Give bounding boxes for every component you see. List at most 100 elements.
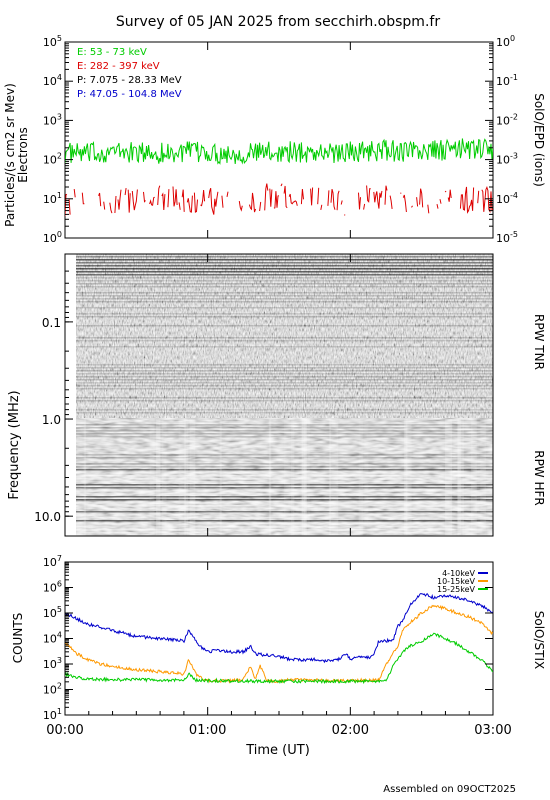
stix-legend-label: 4-10keV (442, 569, 475, 578)
rpw-band-line (76, 271, 493, 273)
stix-legend-label: 10-15keV (437, 577, 476, 586)
rpw-streak (184, 419, 189, 536)
rpw-band-line (76, 289, 493, 291)
rpw-band-line (76, 430, 493, 432)
stix-series-line (65, 592, 493, 664)
rpw-streak (445, 419, 453, 536)
stix-plot-frame (64, 561, 494, 716)
rpw-band-line (76, 286, 493, 288)
epd-legend-item: E: 282 - 397 keV (77, 61, 160, 72)
epd-legend-item: E: 53 - 73 keV (77, 47, 147, 58)
rpw-band-line (76, 472, 493, 474)
stix-x-tick-label: 01:00 (189, 723, 226, 738)
rpw-band-line (76, 481, 493, 483)
rpw-streak (189, 419, 196, 536)
rpw-band-line (76, 325, 493, 327)
rpw-band-line (76, 385, 493, 387)
rpw-band-line (76, 433, 493, 435)
rpw-band-line (76, 280, 493, 282)
rpw-plot-frame (64, 253, 494, 537)
rpw-band-line (76, 454, 493, 456)
rpw-streak (457, 419, 464, 536)
rpw-y-tick-label: 0.1 (42, 316, 61, 330)
rpw-band-line (76, 352, 493, 354)
epd-ticks: 100 101 102 103 104 105 10-5 10-4 10-3 10-2 10-1 10… (43, 34, 518, 245)
rpw-streak (303, 419, 310, 536)
rpw-band-line (76, 274, 493, 276)
stix-y-tick-label: 101 (43, 707, 62, 722)
rpw-band-line (76, 421, 493, 423)
epd-y-tick-label: 104 (43, 73, 62, 88)
rpw-band-line (76, 259, 493, 261)
rpw-band-line (76, 361, 493, 363)
stix-x-tick-label: 03:00 (474, 723, 511, 738)
rpw-band-line (76, 391, 493, 393)
rpw-streak (149, 419, 155, 536)
rpw-band-line (76, 466, 493, 468)
rpw-band-line (76, 370, 493, 372)
rpw-streak (284, 419, 290, 536)
rpw-band-line (76, 424, 493, 426)
stix-series-group (65, 592, 493, 685)
page-title: Survey of 05 JAN 2025 from secchirh.obsp… (116, 14, 440, 30)
stix-y-tick-label: 102 (43, 682, 62, 697)
stix-y-tick-label: 107 (43, 554, 62, 569)
rpw-streak (406, 419, 410, 536)
rpw-streak (300, 419, 306, 536)
rpw-band-line (76, 322, 493, 324)
epd-y-tick-label: 100 (43, 230, 62, 245)
epd-right-tick-label: 10-1 (496, 73, 518, 88)
rpw-band-line (76, 388, 493, 390)
rpw-y-tick-label: 1.0 (42, 413, 61, 427)
rpw-band-line (76, 268, 493, 270)
rpw-band-line (76, 436, 493, 438)
rpw-band-line (76, 340, 493, 342)
rpw-streak (290, 419, 295, 536)
rpw-band-line (76, 487, 493, 489)
rpw-band-line (76, 397, 493, 399)
epd-y-tick-label: 105 (43, 34, 62, 49)
rpw-band-line (76, 493, 493, 495)
rpw-band-line (76, 532, 493, 534)
epd-panel: 100 101 102 103 104 105 10-5 10-4 10-3 10-2 10-1 10… (3, 34, 546, 245)
epd-right-tick-label: 10-5 (496, 230, 518, 245)
epd-legend: E: 53 - 73 keV E: 282 - 397 keV P: 7.075 -… (77, 47, 182, 100)
stix-ticks: 101 102 103 104 105 106 107 00:00 01:00 02:00 03:0… (43, 554, 512, 738)
rpw-band-line (76, 265, 493, 267)
epd-y-tick-label: 102 (43, 152, 62, 167)
rpw-streak (405, 419, 412, 536)
rpw-band-line (76, 460, 493, 462)
rpw-band-line (76, 520, 493, 522)
epd-series-group (65, 138, 493, 217)
rpw-band-line (76, 427, 493, 429)
epd-y-axis-sublabel: Electrons (16, 127, 30, 182)
rpw-band-line (76, 256, 493, 258)
epd-legend-item: P: 47.05 - 104.8 MeV (77, 89, 182, 100)
rpw-band-line (76, 307, 493, 309)
rpw-band-line (76, 394, 493, 396)
rpw-band-line (76, 337, 493, 339)
rpw-band-line (76, 505, 493, 507)
rpw-band-line (76, 529, 493, 531)
rpw-band-line (76, 310, 493, 312)
stix-y-axis-label: COUNTS (11, 613, 25, 664)
epd-legend-item: P: 7.075 - 28.33 MeV (77, 75, 182, 86)
rpw-band-line (76, 364, 493, 366)
rpw-band-line (76, 490, 493, 492)
rpw-band-line (76, 295, 493, 297)
rpw-ticks: 0.1 1.0 10.0 (34, 253, 494, 536)
stix-y-tick-label: 106 (43, 580, 62, 595)
rpw-streak (480, 419, 486, 536)
rpw-band-line (76, 346, 493, 348)
rpw-streak (156, 419, 161, 536)
rpw-streak (358, 419, 364, 536)
stix-right-label: SolO/STIX (532, 611, 546, 670)
rpw-band-line (76, 469, 493, 471)
epd-right-tick-label: 10-2 (496, 112, 518, 127)
rpw-y-tick-label: 10.0 (34, 510, 61, 524)
rpw-band-line (76, 502, 493, 504)
rpw-streak (364, 419, 369, 536)
rpw-band-line (76, 304, 493, 306)
